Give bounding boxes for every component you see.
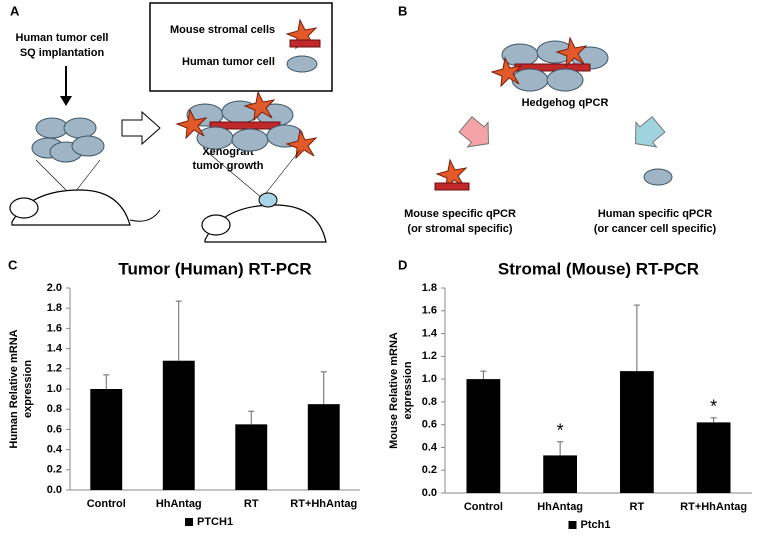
x-tick-label: RT [630,501,645,513]
legend-label: PTCH1 [197,516,233,528]
y-tick-label: 1.8 [422,282,437,294]
x-tick-label: RT+HhAntag [680,501,747,513]
bar [307,404,340,490]
panel-letter: D [398,257,407,272]
y-tick-label: 1.2 [47,363,62,375]
x-tick-label: Control [87,498,126,510]
x-tick-label: RT+HhAntag [290,498,357,510]
annotation: * [710,397,717,417]
diagram-text: Human specific qPCR [598,208,712,220]
panel-b: B Hedgehog qPCR Mouse specific qPCR (or … [398,3,716,234]
y-tick-label: 1.8 [47,302,62,314]
tumor-mass [490,36,609,92]
diagram-text: tumor growth [193,160,264,172]
y-tick-label: 1.4 [47,343,63,355]
bar [162,360,195,490]
mouse [201,192,327,243]
y-axis-label: expression [402,361,414,419]
bar [543,455,578,493]
x-tick-label: Control [464,501,503,513]
x-tick-label: HhAntag [156,498,202,510]
arrow-head [60,96,72,106]
y-tick-label: 1.0 [47,383,62,395]
x-tick-label: HhAntag [537,501,583,513]
tumor-cells [31,117,105,163]
panel-letter: C [8,257,18,272]
y-tick-label: 1.0 [422,373,437,385]
y-tick-label: 1.6 [47,322,62,334]
diagram-text: Mouse specific qPCR [404,208,516,220]
panel-letter: B [398,3,407,18]
panel-a: A Human tumor cell SQ implantation Mouse… [9,2,333,243]
bar [235,424,268,490]
y-tick-label: 0.8 [47,403,62,415]
tumor-mass [175,90,318,160]
x-tick-label: RT [244,498,259,510]
diagram-text: SQ implantation [20,47,105,59]
y-tick-label: 0.0 [422,487,437,499]
panel-letter: A [10,3,20,18]
stromal-cell [434,182,470,191]
bar [466,379,501,493]
legend-swatch [185,518,193,526]
diagram-text: Human tumor cell [182,56,275,68]
cell-icon [286,55,318,73]
diagram-text: (or cancer cell specific) [594,223,717,235]
y-tick-label: 2.0 [47,282,62,294]
diagram-text: (or stromal specific) [407,223,512,235]
y-tick-label: 0.6 [47,423,62,435]
cell-icon [643,168,673,186]
y-axis-label: Mouse Relative mRNA [388,332,400,449]
legend-label: Ptch1 [581,519,611,531]
y-tick-label: 0.0 [47,484,62,496]
y-tick-label: 1.6 [422,305,437,317]
y-tick-label: 0.8 [422,396,437,408]
y-axis-label: Human Relative mRNA [8,329,20,448]
y-tick-label: 1.2 [422,350,437,362]
y-tick-label: 0.4 [47,444,63,456]
legend-swatch [568,521,577,529]
mouse [9,189,161,226]
y-tick-label: 0.6 [422,419,437,431]
bar [90,389,123,490]
arrow [121,110,161,146]
y-tick-label: 0.2 [47,464,62,476]
chart-title: Stromal (Mouse) RT-PCR [498,259,699,278]
arrow [458,115,489,148]
legend-box [149,2,333,92]
y-tick-label: 1.4 [422,327,438,339]
arrow [635,115,666,148]
stromal-cell [289,39,321,48]
bar [696,422,731,493]
chart-title: Tumor (Human) RT-PCR [118,259,311,278]
diagram-text: Hedgehog qPCR [522,97,609,109]
y-tick-label: 0.2 [422,464,437,476]
diagram-text: Mouse stromal cells [170,24,275,36]
diagram-text: Human tumor cell [16,32,109,44]
y-axis-label: expression [22,360,34,418]
star [435,158,468,190]
bar [619,371,654,493]
annotation: * [557,421,564,441]
y-tick-label: 0.4 [422,441,438,453]
